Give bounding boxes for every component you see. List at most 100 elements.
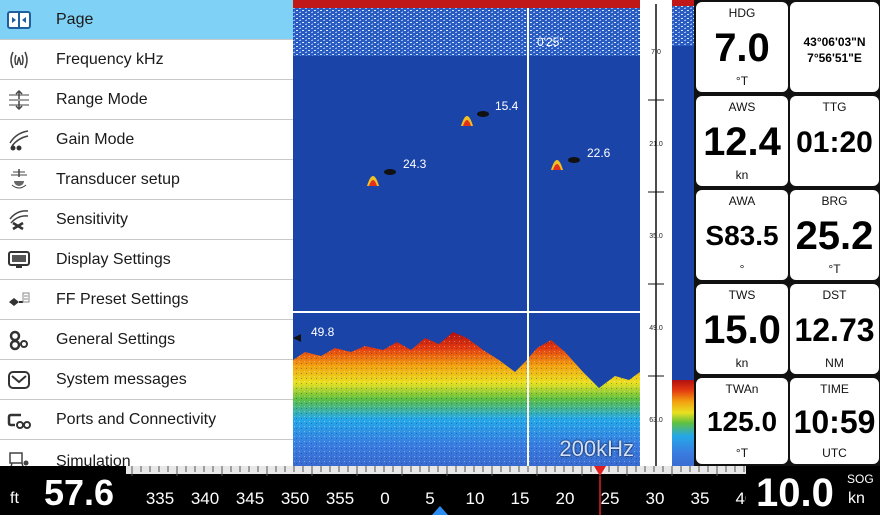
tile-label: TTG <box>822 100 847 114</box>
depth-scale-label: 63.0 <box>649 417 663 424</box>
tile-label: TWAn <box>725 382 759 396</box>
menu-item-label: Page <box>56 10 94 28</box>
tile-value: 12.4 <box>703 120 781 164</box>
tile-label: AWA <box>728 194 756 208</box>
fish-depth-label: 22.6 <box>587 146 611 160</box>
frequency-label: 200kHz <box>559 436 634 461</box>
heading-tile[interactable]: HDG 7.0 °T <box>696 2 788 92</box>
menu-item-label: Range Mode <box>56 90 148 108</box>
tile-value: 7.0 <box>714 26 770 70</box>
menu-item-system-messages[interactable]: System messages <box>0 360 293 400</box>
tile-value: 15.0 <box>703 308 781 352</box>
tile-label: BRG <box>821 194 848 208</box>
dst-tile[interactable]: DST 12.73 NM <box>790 284 879 374</box>
tile-value: 01:20 <box>796 126 873 159</box>
menu-item-label: Frequency kHz <box>56 50 164 68</box>
menu-item-label: Ports and Connectivity <box>56 410 217 428</box>
tile-unit: °T <box>735 446 749 460</box>
ff-preset-icon <box>0 280 38 319</box>
compass-tick-label: 345 <box>236 489 264 508</box>
compass-tick-label: 30 <box>646 489 665 508</box>
menu-item-label: Sensitivity <box>56 210 129 228</box>
tile-value: 125.0 <box>706 406 778 437</box>
fish-target: 22.6 <box>551 146 611 170</box>
menu-item-transducer-setup[interactable]: Transducer setup <box>0 160 293 200</box>
compass-tick-label: 0 <box>380 489 389 508</box>
menu-item-label: Transducer setup <box>56 170 180 188</box>
tile-unit: °T <box>735 74 749 88</box>
range-mode-icon <box>0 80 38 119</box>
sog-label: SOG <box>847 472 874 486</box>
tile-unit: NM <box>825 356 844 370</box>
aws-tile[interactable]: AWS 12.4 kn <box>696 96 788 186</box>
brg-tile[interactable]: BRG 25.2 °T <box>790 190 879 280</box>
compass-tape: 335 340 345 350 355 0 5 10 15 20 25 30 35 40 <box>126 466 754 515</box>
latitude: 43°06'03"N <box>803 35 866 49</box>
depth-scale: 7.0 21.0 35.0 49.0 63.0 <box>640 0 672 469</box>
menu-item-sensitivity[interactable]: Sensitivity <box>0 200 293 240</box>
frequency-icon <box>0 40 38 79</box>
ports-icon <box>0 400 38 439</box>
sog-value: 10.0 <box>756 471 834 515</box>
depth-scale-label: 35.0 <box>649 233 663 240</box>
settings-menu: Page Frequency kHz Range Mode Gain Mode Tran… <box>0 0 293 484</box>
temperature-label: 0'25" <box>537 35 564 49</box>
tile-value: 25.2 <box>795 214 874 258</box>
menu-item-range-mode[interactable]: Range Mode <box>0 80 293 120</box>
fish-target: 15.4 <box>461 99 519 126</box>
tws-tile[interactable]: TWS 15.0 kn <box>696 284 788 374</box>
page-icon <box>0 0 38 39</box>
compass-tick-label: 15 <box>511 489 530 508</box>
tile-value: S83.5 <box>705 220 779 251</box>
compass-tick-label: 20 <box>556 489 575 508</box>
compass-tick-label: 35 <box>691 489 710 508</box>
ttg-tile[interactable]: TTG 01:20 <box>790 96 879 186</box>
depth-scale-label: 49.0 <box>649 325 663 332</box>
menu-item-frequency-khz[interactable]: Frequency kHz <box>0 40 293 80</box>
tile-label: HDG <box>728 6 756 20</box>
tile-unit: kn <box>735 168 749 182</box>
tile-value: 12.73 <box>794 312 875 348</box>
menu-item-label: Display Settings <box>56 250 171 268</box>
twa-tile[interactable]: TWAn 125.0 °T <box>696 378 788 464</box>
heading-marker-icon <box>594 466 606 476</box>
tile-unit: UTC <box>822 446 847 460</box>
menu-item-gain-mode[interactable]: Gain Mode <box>0 120 293 160</box>
compass-tick-label: 10 <box>466 489 485 508</box>
time-tile[interactable]: TIME 10:59 UTC <box>790 378 879 464</box>
menu-item-label: General Settings <box>56 330 176 348</box>
tile-label: DST <box>822 288 847 302</box>
sonar-display[interactable]: 0'25" 15.4 24.3 22.6 49.8 200kHz <box>293 0 640 466</box>
menu-item-label: Simulation <box>56 453 131 470</box>
tile-unit: ° <box>739 262 745 276</box>
awa-tile[interactable]: AWA S83.5 ° <box>696 190 788 280</box>
menu-item-label: System messages <box>56 370 187 388</box>
tile-unit: kn <box>735 356 749 370</box>
depth-unit: ft <box>10 490 19 507</box>
position-tile[interactable]: 43°06'03"N 7°56'51"E <box>790 2 879 92</box>
menu-item-label: FF Preset Settings <box>56 290 189 308</box>
sog-unit: kn <box>848 490 865 507</box>
display-icon <box>0 240 38 279</box>
status-bar: ft 57.6 3353403453503550510152025303540 … <box>0 466 880 515</box>
tile-unit: °T <box>828 262 841 276</box>
messages-icon <box>0 360 38 399</box>
compass-tick-label: 340 <box>191 489 219 508</box>
gain-mode-icon <box>0 120 38 159</box>
depth-value: 57.6 <box>44 472 115 513</box>
fish-depth-label: 15.4 <box>495 99 519 113</box>
sonar-echogram: 0'25" 15.4 24.3 22.6 49.8 <box>293 0 640 466</box>
general-settings-icon <box>0 320 38 359</box>
bottom-depth-label: 49.8 <box>311 325 335 339</box>
compass-tick-label: 350 <box>281 489 309 508</box>
sensitivity-icon <box>0 200 38 239</box>
menu-item-page[interactable]: Page <box>0 0 293 40</box>
compass-tick-label: 25 <box>601 489 620 508</box>
fish-target: 24.3 <box>367 157 427 186</box>
menu-item-ff-preset-settings[interactable]: FF Preset Settings <box>0 280 293 320</box>
menu-item-ports-and-connectivity[interactable]: Ports and Connectivity <box>0 400 293 440</box>
tile-label: TWS <box>728 288 756 302</box>
menu-item-general-settings[interactable]: General Settings <box>0 320 293 360</box>
history-strip <box>672 0 694 466</box>
menu-item-display-settings[interactable]: Display Settings <box>0 240 293 280</box>
